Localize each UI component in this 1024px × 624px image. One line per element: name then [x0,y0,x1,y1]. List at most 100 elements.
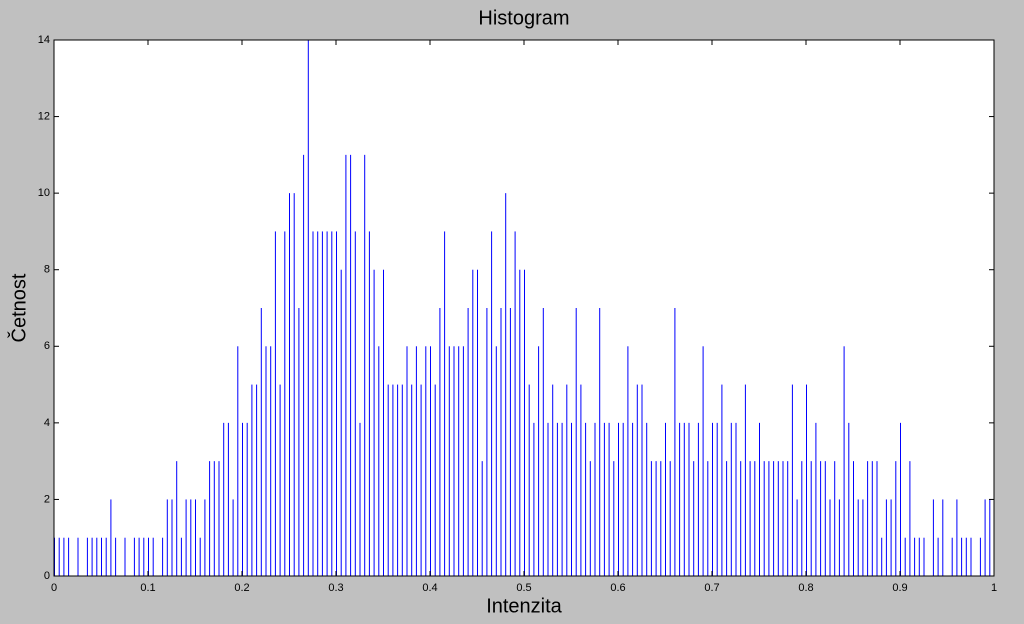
bar [110,499,112,576]
bar [213,461,215,576]
bar [627,346,629,576]
bar [575,308,577,576]
bar [904,537,906,576]
bar [613,461,615,576]
y-tick-label: 2 [44,493,50,505]
bar [209,461,211,576]
bar [552,384,554,576]
bar [307,40,309,576]
bar [101,537,102,576]
x-tick-label: 0.5 [516,582,531,594]
bar [951,537,953,576]
x-tick-label: 0.6 [610,582,625,594]
bar [956,499,958,576]
bar [509,308,511,576]
bar [965,537,967,576]
bar [683,422,685,576]
bar [364,154,366,576]
bar [608,422,610,576]
bar [481,461,483,576]
bar [303,154,305,576]
bar [190,499,192,576]
bar [542,308,544,576]
bar [810,461,812,576]
bar [674,308,676,576]
bar [401,384,403,576]
y-tick-label: 14 [38,34,50,46]
bar [646,422,648,576]
bar [260,308,262,576]
bar [453,346,455,576]
bar [961,537,963,576]
bar [571,422,572,576]
bar [759,422,760,576]
bar [495,346,497,576]
bar [458,346,460,576]
bar [326,231,328,576]
bar [350,154,352,576]
bar [444,231,446,576]
bar [838,499,840,576]
bar [138,537,140,576]
y-tick-label: 10 [38,187,50,199]
bar [486,308,488,576]
bar [862,499,864,576]
bar [340,269,342,576]
bar [806,384,807,576]
bar [942,499,944,576]
bar [857,499,859,576]
bar [843,346,845,576]
bar [105,537,107,576]
bar [143,537,145,576]
bar [500,308,502,576]
bar [378,346,380,576]
bar [796,499,798,576]
bar [594,422,596,576]
bar [317,231,319,576]
bar [918,537,920,576]
bar [528,384,530,576]
bar [359,422,361,576]
bar [768,461,770,576]
x-tick-label: 0 [51,582,57,594]
x-tick-label: 0.9 [892,582,907,594]
bar [824,461,826,576]
bar [923,537,925,576]
bar [195,499,196,576]
bar [895,461,897,576]
bar [932,499,934,576]
bar [406,346,408,576]
bar [589,461,591,576]
bar [791,384,793,576]
bar [665,422,666,576]
bar [148,537,149,576]
bar [773,461,775,576]
bar [185,499,187,576]
bar [533,422,535,576]
bar [876,461,878,576]
bar [514,231,516,576]
bar [679,422,681,576]
bar [491,231,493,576]
bar [218,461,220,576]
y-tick-label: 0 [44,570,50,582]
bar [660,461,662,576]
bar [321,231,323,576]
bar [68,537,70,576]
bar [425,346,427,576]
bar [373,269,375,576]
y-tick-label: 4 [44,417,50,429]
bar [697,422,699,576]
bar [199,537,201,576]
bar [312,231,314,576]
bar [368,231,370,576]
bar [989,499,991,576]
bar [566,384,568,576]
bar [867,461,869,576]
bar [853,461,854,576]
bar [274,231,276,576]
bar [270,346,272,576]
bar [387,384,389,576]
bar [86,537,88,576]
